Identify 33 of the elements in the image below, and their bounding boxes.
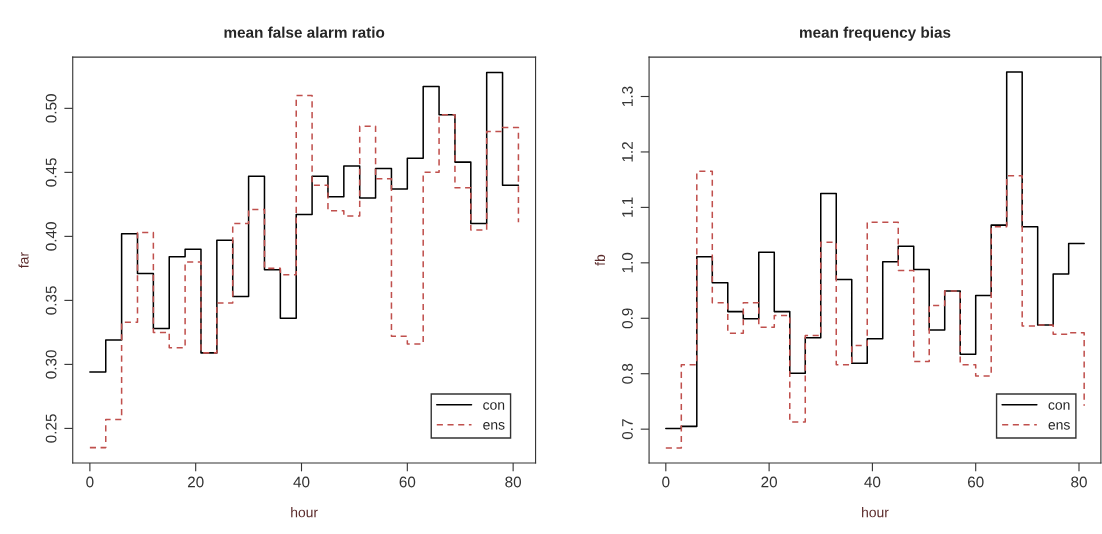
x-axis-title: hour — [862, 507, 889, 518]
y-tick-label: 0.35 — [45, 286, 57, 315]
x-tick-label: 80 — [505, 476, 522, 488]
x-tick-label: 60 — [399, 476, 416, 488]
x-tick-label: 0 — [662, 476, 670, 488]
x-axis-title: hour — [291, 507, 318, 518]
y-axis-title: far — [18, 252, 29, 268]
legend-label: ens — [1048, 422, 1070, 430]
x-tick-label: 0 — [86, 476, 94, 488]
y-tick-label: 0.25 — [45, 414, 57, 443]
x-tick-label: 40 — [864, 476, 881, 488]
y-tick-label: 1.2 — [622, 142, 633, 162]
y-tick-label: 1.1 — [622, 197, 633, 217]
x-tick-label: 20 — [761, 476, 778, 488]
y-tick-label: 0.9 — [622, 308, 633, 329]
y-tick-label: 0.8 — [622, 363, 633, 384]
y-tick-label: 0.30 — [45, 350, 57, 379]
x-tick-label: 80 — [1071, 476, 1087, 488]
y-tick-label: 0.45 — [45, 158, 57, 187]
chart-title: mean false alarm ratio — [224, 26, 385, 38]
legend-label: con — [483, 402, 505, 410]
y-tick-label: 1.3 — [622, 86, 633, 106]
x-tick-label: 60 — [967, 476, 984, 488]
x-tick-label: 40 — [293, 476, 310, 488]
x-tick-label: 20 — [187, 476, 204, 488]
y-axis-title: fb — [594, 254, 606, 266]
y-tick-label: 1.0 — [622, 252, 633, 273]
chart-title: mean frequency bias — [800, 26, 951, 41]
y-tick-label: 0.7 — [622, 419, 633, 440]
y-tick-label: 0.50 — [45, 94, 57, 123]
legend-label: con — [1048, 402, 1070, 410]
y-tick-label: 0.40 — [45, 222, 57, 251]
legend-label: ens — [483, 422, 505, 430]
